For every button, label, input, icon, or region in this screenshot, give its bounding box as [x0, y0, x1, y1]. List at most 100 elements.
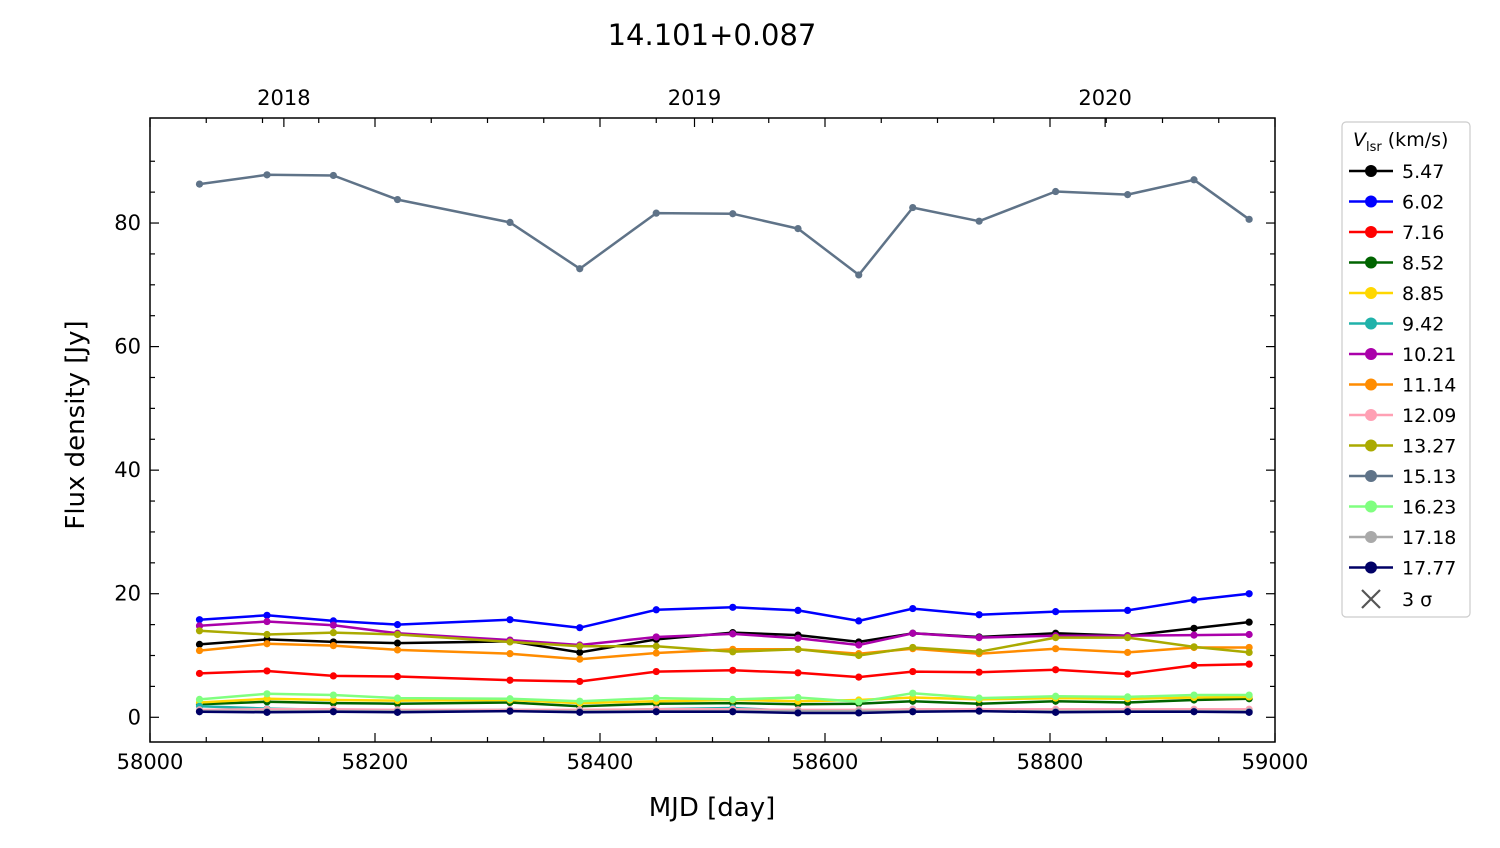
legend-swatch-marker [1365, 439, 1377, 452]
data-point [263, 708, 271, 716]
data-point [652, 708, 660, 716]
legend-item: 17.18 [1349, 527, 1456, 549]
data-point [975, 648, 983, 656]
data-point [195, 616, 204, 624]
data-point [1245, 215, 1253, 223]
y-tick-label: 20 [114, 582, 141, 606]
x-tick-label: 58600 [792, 750, 859, 774]
legend-label: 10.21 [1402, 344, 1456, 366]
data-point [1190, 631, 1198, 639]
series-line [199, 629, 1250, 657]
legend-swatch-marker [1365, 470, 1377, 482]
data-point [263, 617, 271, 626]
data-point [1245, 691, 1253, 699]
series-16.23 [195, 689, 1253, 706]
data-point [855, 698, 863, 706]
data-point [1124, 708, 1132, 716]
data-point [393, 195, 402, 204]
data-point [909, 708, 917, 716]
data-point [1190, 596, 1198, 604]
legend-label: 17.18 [1402, 527, 1456, 549]
legend-label: 5.47 [1402, 161, 1444, 183]
series-line [199, 695, 1250, 705]
y-tick-label: 40 [114, 458, 141, 482]
series-line [199, 592, 1250, 629]
data-point [855, 709, 863, 717]
data-point [393, 694, 402, 702]
legend-entries: 5.47 6.02 7.16 8.52 8.85 9.42 10.21 11.14 12.09 1… [1349, 161, 1456, 580]
series-15.13 [195, 171, 1253, 279]
data-point [576, 708, 584, 716]
data-point [195, 646, 204, 655]
data-point [1190, 624, 1198, 632]
x-tick-label: 59000 [1242, 750, 1309, 774]
legend-swatch-marker [1365, 348, 1377, 360]
data-point [329, 171, 337, 180]
data-point [1190, 691, 1198, 699]
data-point [729, 708, 737, 716]
data-point [576, 265, 584, 273]
sigma-cross-icon-stroke [1361, 589, 1381, 609]
plot-frame [149, 117, 1276, 743]
data-point [393, 630, 402, 639]
series-line [199, 691, 1250, 704]
data-point [652, 694, 660, 702]
data-point [263, 171, 271, 179]
data-point [1245, 648, 1253, 657]
legend-item: 15.13 [1349, 466, 1456, 488]
legend-item: 11.14 [1349, 375, 1456, 397]
data-point [329, 708, 337, 716]
data-point [652, 633, 660, 641]
data-point [393, 646, 402, 654]
data-point [329, 672, 337, 680]
legend-item-sigma: 3 σ [1361, 589, 1432, 611]
legend-label: 11.14 [1402, 375, 1456, 397]
data-point [1245, 590, 1253, 598]
data-point [1190, 176, 1198, 184]
data-point [1124, 606, 1132, 615]
data-point [1052, 692, 1060, 700]
legend-item: 5.47 [1349, 161, 1444, 183]
legend-swatch-marker [1365, 165, 1377, 177]
y-tick-label: 0 [128, 705, 141, 729]
data-point [794, 693, 802, 702]
series-layer [195, 171, 1253, 717]
legend-item: 6.02 [1349, 192, 1444, 214]
data-point [729, 695, 737, 703]
legend-frame [1341, 121, 1471, 618]
legend-label: 6.02 [1402, 192, 1444, 214]
data-point [506, 676, 514, 684]
legend-label: 8.85 [1402, 283, 1444, 305]
legend-swatch-marker [1365, 531, 1377, 543]
legend-item: 12.09 [1349, 405, 1456, 427]
data-point [393, 621, 402, 629]
legend-item: 10.21 [1349, 344, 1456, 366]
y-axis: 0 20 40 60 80 [114, 160, 1275, 729]
data-point [909, 203, 917, 212]
data-point [263, 630, 271, 639]
data-point [909, 629, 917, 637]
data-point [909, 643, 917, 652]
data-point [1052, 645, 1060, 653]
legend-swatch-marker [1365, 378, 1377, 391]
data-point [855, 271, 863, 279]
data-point [855, 617, 863, 625]
data-point [729, 666, 737, 674]
data-point [576, 624, 584, 632]
top-year-label: 2018 [257, 86, 310, 110]
data-point [1245, 618, 1253, 626]
data-point [506, 616, 514, 624]
legend-swatch-marker [1365, 409, 1377, 421]
legend-sigma-label: 3 σ [1402, 589, 1432, 611]
data-point [1190, 661, 1198, 669]
legend-label: 13.27 [1402, 436, 1456, 458]
data-point [794, 645, 802, 653]
data-point [576, 697, 584, 705]
series-7.16 [195, 660, 1253, 686]
legend-label: 17.77 [1402, 558, 1456, 580]
data-point [1124, 648, 1132, 657]
data-point [1245, 660, 1253, 668]
legend-swatch-marker [1365, 500, 1377, 513]
legend-swatch-marker [1365, 195, 1377, 208]
data-point [195, 669, 204, 678]
